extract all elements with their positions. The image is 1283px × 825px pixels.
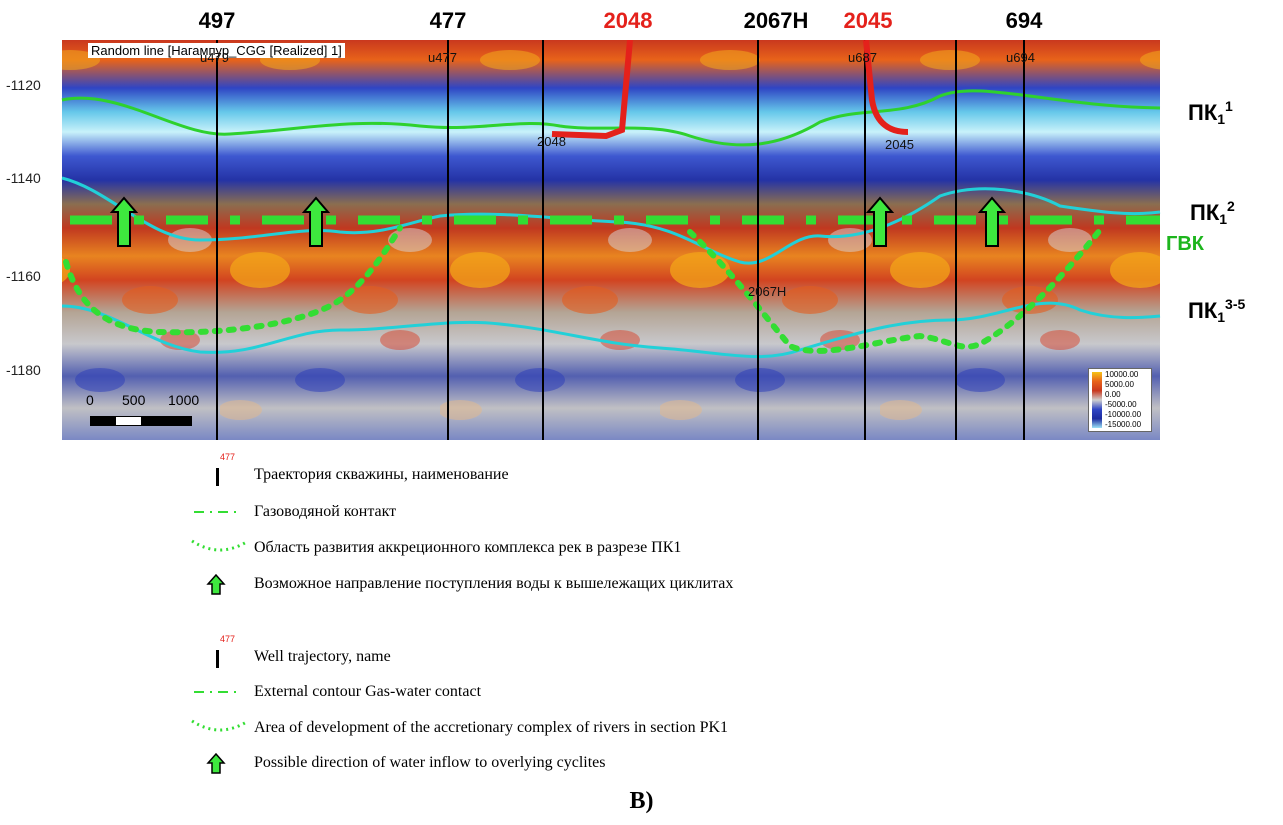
well-2045-red-trajectory (863, 40, 909, 135)
seismic-section: -1120 -1140 -1160 -1180 (0, 40, 1283, 442)
depth-tick-1180: -1180 (6, 362, 41, 378)
legend-ru-well: 477 Траектория скважины, наименование (190, 452, 509, 486)
unit-pk1-1: ПК11 (1188, 98, 1233, 127)
label-2045: 2045 (885, 137, 914, 152)
scale-bar-graphic (90, 416, 192, 426)
section-title: Random line [Нагампур_CGG [Realized] 1] (88, 43, 345, 58)
water-inflow-arrow-3 (865, 196, 895, 247)
well-name-2045: 2045 (843, 8, 893, 33)
legend-en-well: 477 Well trajectory, name (190, 634, 391, 668)
horizon-pk1-3-5-line (61, 301, 1161, 359)
label-2067h: 2067H (748, 284, 787, 299)
water-inflow-arrow-2 (301, 196, 331, 247)
unit-pk1-3-5: ПК13-5 (1188, 296, 1246, 325)
water-inflow-arrow-1 (109, 196, 139, 247)
well-name-694: 694 (1005, 8, 1043, 33)
legend-en-arrow-text: Possible direction of water inflow to ov… (254, 754, 606, 771)
accretion-area-right-outline (687, 227, 1103, 354)
well-name-2067h: 2067H (743, 8, 809, 33)
well-name-2048: 2048 (603, 8, 653, 33)
colorbar: 10000.00 5000.00 0.00 -5000.00 -10000.00… (1088, 368, 1152, 432)
unit-pk1-2: ПК12 (1190, 198, 1235, 227)
legend-ru-accretion: Область развития аккреционного комплекса… (190, 537, 681, 559)
legend-en-gwc-text: External contour Gas-water contact (254, 683, 482, 700)
scale-tick-500: 500 (122, 392, 146, 408)
scale-tick-0: 0 (86, 392, 94, 408)
water-inflow-arrow-icon (190, 573, 254, 595)
well-2048-red-trajectory (551, 40, 633, 140)
accretion-area-icon (190, 717, 254, 739)
seismic-plot (61, 40, 1161, 440)
legend-ru-gwc: Газоводяной контакт (190, 501, 396, 523)
colorbar-tick-n10000: -10000.00 (1105, 410, 1142, 419)
well-tag-u687: u687 (848, 50, 877, 65)
scale-tick-1000: 1000 (168, 392, 200, 408)
well-name-477: 477 (429, 8, 467, 33)
well-tag-u694: u694 (1006, 50, 1035, 65)
gvk-label: ГВК (1166, 233, 1204, 255)
legend-en-gwc: External contour Gas-water contact (190, 681, 481, 703)
legend-ru-arrow: Возможное направление поступления воды к… (190, 573, 733, 595)
colorbar-tick-0: 0.00 (1105, 390, 1121, 399)
depth-tick-1140: -1140 (6, 170, 41, 186)
colorbar-tick-5000: 5000.00 (1105, 380, 1134, 389)
legend-ru-arrow-text: Возможное направление поступления воды к… (254, 575, 734, 592)
legend-ru-accretion-text: Область развития аккреционного комплекса… (254, 539, 682, 556)
gwc-line-icon (190, 681, 254, 703)
depth-tick-1120: -1120 (6, 77, 41, 93)
horizon-pk1-2-line (61, 176, 1161, 265)
colorbar-tick-n5000: -5000.00 (1105, 400, 1137, 409)
legend-en-accretion: Area of development of the accretionary … (190, 717, 728, 739)
well-tag-u479: u479 (200, 50, 229, 65)
well-tag-u477: u477 (428, 50, 457, 65)
accretion-area-icon (190, 537, 254, 559)
scale-bar: 0 500 1000 (84, 392, 200, 432)
well-trajectory-icon: 477 (190, 452, 254, 486)
legend-ru-well-text: Траектория скважины, наименование (254, 466, 509, 483)
legend-en-accretion-text: Area of development of the accretionary … (254, 719, 729, 736)
legend-ru-gwc-text: Газоводяной контакт (254, 503, 397, 520)
depth-tick-1160: -1160 (6, 268, 41, 284)
legend-en-arrow: Possible direction of water inflow to ov… (190, 752, 605, 774)
well-name-497: 497 (198, 8, 236, 33)
colorbar-tick-10000: 10000.00 (1105, 370, 1139, 379)
figure-caption: B) (629, 788, 654, 814)
colorbar-tick-n15000: -15000.00 (1105, 420, 1142, 429)
accretion-area-left-outline (63, 225, 403, 336)
well-trajectory-icon: 477 (190, 634, 254, 668)
water-inflow-arrow-4 (977, 196, 1007, 247)
colorbar-ramp (1092, 372, 1102, 428)
legend-en-well-text: Well trajectory, name (254, 648, 391, 665)
gwc-line-icon (190, 501, 254, 523)
label-2048: 2048 (537, 134, 566, 149)
water-inflow-arrow-icon (190, 752, 254, 774)
